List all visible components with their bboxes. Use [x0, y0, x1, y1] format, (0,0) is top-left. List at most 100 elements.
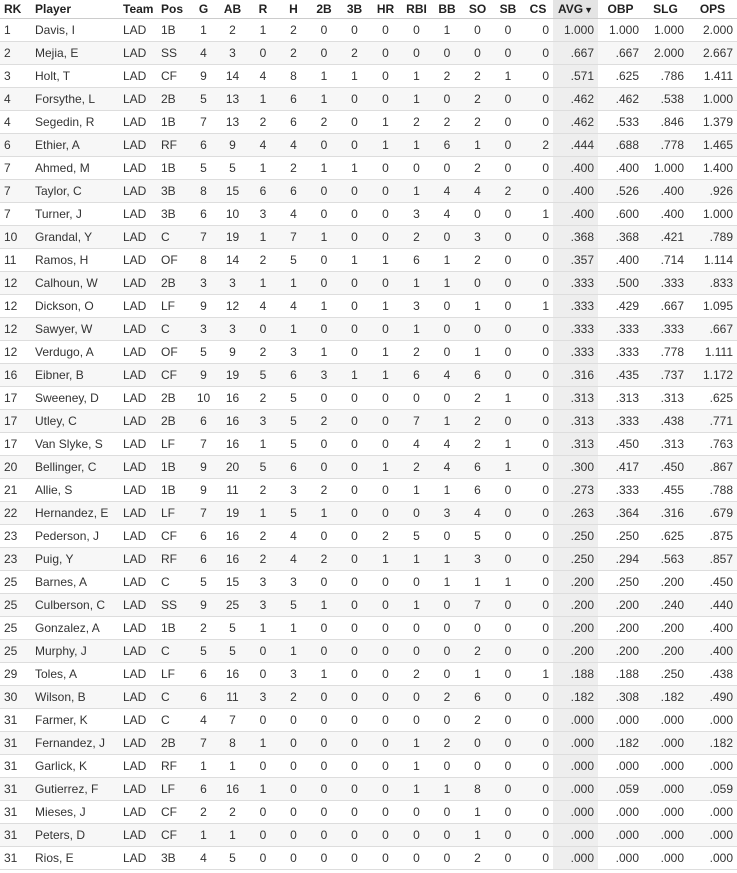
- cell-h: 4: [278, 547, 309, 571]
- col-header-avg-label: AVG: [557, 1, 584, 16]
- cell-team: LAD: [119, 317, 157, 341]
- col-header-sb[interactable]: SB: [493, 0, 523, 19]
- cell-team: LAD: [119, 547, 157, 571]
- cell-triples: 1: [339, 64, 370, 88]
- cell-sb: 0: [493, 800, 523, 824]
- cell-pos: 2B: [157, 386, 190, 410]
- cell-so: 4: [462, 501, 493, 525]
- cell-hr: 1: [370, 133, 401, 157]
- cell-rbi: 0: [401, 386, 432, 410]
- col-header-h[interactable]: H: [278, 0, 309, 19]
- col-header-ops[interactable]: OPS: [688, 0, 737, 19]
- cell-so: 2: [462, 386, 493, 410]
- cell-pos: C: [157, 639, 190, 663]
- cell-h: 0: [278, 800, 309, 824]
- cell-slg: .667: [643, 294, 688, 318]
- cell-rk: 4: [0, 87, 31, 111]
- cell-slg: .737: [643, 363, 688, 387]
- col-header-obp[interactable]: OBP: [598, 0, 643, 19]
- col-header-pos[interactable]: Pos: [157, 0, 190, 19]
- cell-bb: 1: [432, 777, 462, 801]
- cell-slg: .316: [643, 501, 688, 525]
- cell-triples: 0: [339, 386, 370, 410]
- cell-doubles: 0: [309, 386, 339, 410]
- col-header-slg[interactable]: SLG: [643, 0, 688, 19]
- col-header-bb[interactable]: BB: [432, 0, 462, 19]
- cell-hr: 0: [370, 800, 401, 824]
- cell-so: 2: [462, 87, 493, 111]
- cell-hr: 0: [370, 386, 401, 410]
- cell-r: 1: [248, 156, 278, 180]
- col-header-hr[interactable]: HR: [370, 0, 401, 19]
- cell-slg: .200: [643, 570, 688, 594]
- cell-r: 0: [248, 639, 278, 663]
- cell-slg: .250: [643, 662, 688, 686]
- cell-sb: 0: [493, 340, 523, 364]
- cell-slg: 1.000: [643, 156, 688, 180]
- cell-ops: .000: [688, 708, 737, 732]
- cell-team: LAD: [119, 708, 157, 732]
- col-header-3b[interactable]: 3B: [339, 0, 370, 19]
- cell-hr: 0: [370, 432, 401, 456]
- cell-ab: 3: [217, 41, 248, 65]
- cell-h: 3: [278, 662, 309, 686]
- col-header-rk[interactable]: RK: [0, 0, 31, 19]
- cell-bb: 0: [432, 294, 462, 318]
- cell-rk: 4: [0, 110, 31, 134]
- col-header-ab[interactable]: AB: [217, 0, 248, 19]
- cell-ops: .926: [688, 179, 737, 203]
- col-header-so[interactable]: SO: [462, 0, 493, 19]
- cell-hr: 0: [370, 18, 401, 42]
- cell-slg: .563: [643, 547, 688, 571]
- cell-sb: 0: [493, 823, 523, 847]
- cell-avg: .250: [553, 547, 598, 571]
- cell-player: Farmer, K: [31, 708, 119, 732]
- cell-ab: 2: [217, 800, 248, 824]
- cell-ops: .833: [688, 271, 737, 295]
- cell-avg: .333: [553, 317, 598, 341]
- cell-bb: 4: [432, 432, 462, 456]
- cell-rbi: 2: [401, 340, 432, 364]
- cell-hr: 0: [370, 846, 401, 870]
- cell-player: Ahmed, M: [31, 156, 119, 180]
- cell-h: 5: [278, 409, 309, 433]
- col-header-avg[interactable]: AVG▼: [553, 0, 598, 19]
- cell-doubles: 0: [309, 455, 339, 479]
- cell-h: 4: [278, 524, 309, 548]
- cell-rbi: 7: [401, 409, 432, 433]
- cell-h: 1: [278, 317, 309, 341]
- cell-ops: .667: [688, 317, 737, 341]
- cell-team: LAD: [119, 570, 157, 594]
- col-header-2b[interactable]: 2B: [309, 0, 339, 19]
- cell-ops: 1.465: [688, 133, 737, 157]
- cell-cs: 0: [523, 685, 553, 709]
- cell-sb: 0: [493, 363, 523, 387]
- table-row: 7 Turner, J LAD 3B 6 10 3 4 0 0 0 3 4 0 0 1.400.600.400…: [0, 202, 737, 226]
- cell-h: 6: [278, 87, 309, 111]
- cell-cs: 0: [523, 363, 553, 387]
- cell-bb: 0: [432, 156, 462, 180]
- cell-avg: .000: [553, 708, 598, 732]
- col-header-team[interactable]: Team: [119, 0, 157, 19]
- cell-g: 9: [190, 455, 217, 479]
- cell-rk: 23: [0, 547, 31, 571]
- cell-team: LAD: [119, 179, 157, 203]
- col-header-r[interactable]: R: [248, 0, 278, 19]
- cell-g: 8: [190, 179, 217, 203]
- cell-team: LAD: [119, 202, 157, 226]
- cell-ab: 10: [217, 202, 248, 226]
- cell-rk: 31: [0, 777, 31, 801]
- col-header-g[interactable]: G: [190, 0, 217, 19]
- col-header-player[interactable]: Player: [31, 0, 119, 19]
- cell-pos: 1B: [157, 18, 190, 42]
- cell-cs: 0: [523, 501, 553, 525]
- cell-player: Wilson, B: [31, 685, 119, 709]
- cell-triples: 0: [339, 225, 370, 249]
- cell-h: 0: [278, 754, 309, 778]
- col-header-rbi[interactable]: RBI: [401, 0, 432, 19]
- cell-slg: .200: [643, 616, 688, 640]
- cell-cs: 0: [523, 409, 553, 433]
- cell-avg: .200: [553, 616, 598, 640]
- col-header-cs[interactable]: CS: [523, 0, 553, 19]
- cell-doubles: 1: [309, 593, 339, 617]
